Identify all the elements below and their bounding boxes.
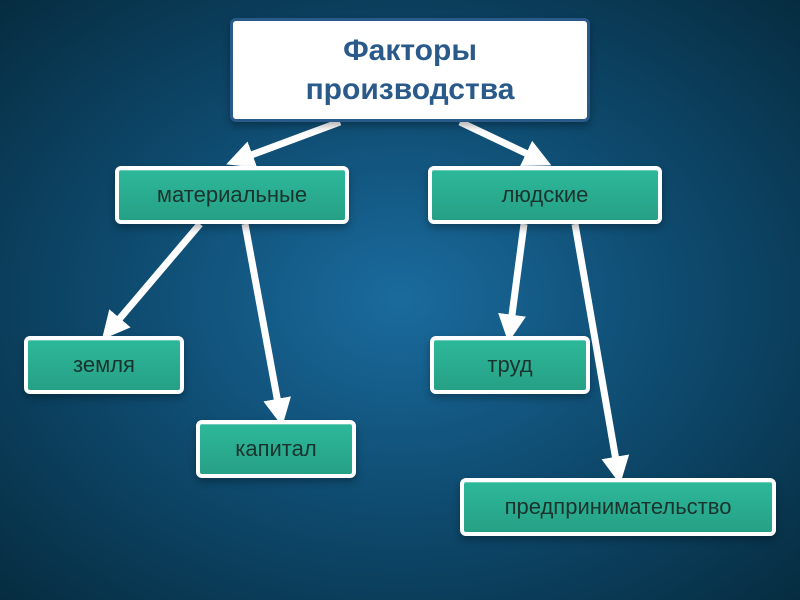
node-human: людские bbox=[428, 166, 662, 224]
node-land: земля bbox=[24, 336, 184, 394]
node-entrepr: предпринимательство bbox=[460, 478, 776, 536]
node-labor: труд bbox=[430, 336, 590, 394]
node-material: материальные bbox=[115, 166, 349, 224]
title-box: Факторы производства bbox=[230, 18, 590, 122]
node-capital: капитал bbox=[196, 420, 356, 478]
